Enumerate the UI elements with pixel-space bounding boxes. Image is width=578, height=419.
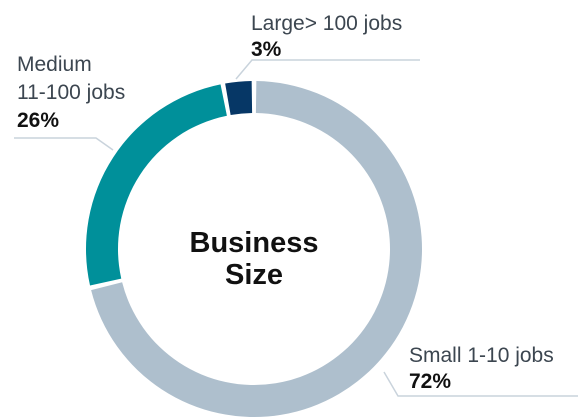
leader-lines — [14, 59, 578, 397]
leader-large — [235, 59, 420, 80]
leader-small — [383, 371, 578, 397]
small-slice-value-label: 72% — [409, 370, 451, 393]
slice-large — [225, 81, 253, 116]
medium-slice-label-line-2: 11-100 jobs — [17, 81, 125, 104]
leader-medium — [14, 137, 114, 151]
slice-medium — [85, 84, 227, 286]
medium-slice-value-label: 26% — [17, 109, 59, 132]
center-title-line-2: Size — [225, 259, 283, 291]
large-slice-label: Large> 100 jobs — [251, 12, 402, 35]
large-slice-value-label: 3% — [251, 38, 282, 61]
small-slice-label: Small 1-10 jobs — [409, 344, 554, 367]
slices-layer — [85, 81, 423, 418]
center-title-line-1: Business — [190, 227, 319, 259]
medium-slice-label-line-1: Medium — [17, 53, 92, 76]
